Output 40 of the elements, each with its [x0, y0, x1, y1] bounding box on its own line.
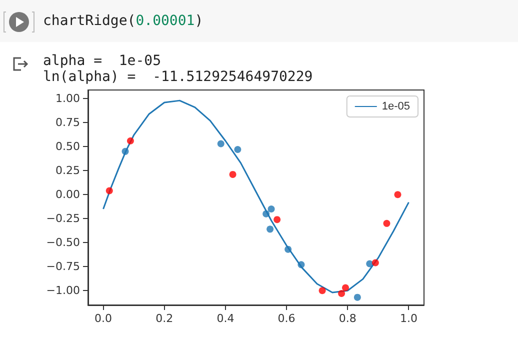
point	[229, 170, 236, 178]
x-tick-label: 0.0	[94, 312, 112, 325]
point	[372, 259, 379, 266]
y-tick-label: −0.50	[46, 236, 80, 250]
point	[106, 187, 113, 194]
point	[126, 137, 134, 144]
line-series	[102, 100, 410, 294]
point	[284, 246, 292, 253]
y-tick-label: 1.00	[56, 92, 80, 106]
y-tick-label: 0.25	[56, 164, 80, 178]
x-tick-label: 0.4	[216, 312, 234, 325]
y-tick-label: 0.50	[56, 140, 80, 154]
point	[298, 261, 305, 268]
y-tick-label: −0.75	[46, 260, 80, 274]
y-tick-label: 0.75	[56, 116, 80, 130]
x-tick-label: 0.6	[278, 312, 296, 325]
y-tick-label: −1.00	[46, 284, 80, 298]
text: alpha = 1e-05	[43, 53, 162, 69]
point	[122, 148, 129, 155]
y-tick-label: 0.00	[56, 188, 80, 202]
x-tick-label: 0.2	[156, 312, 174, 325]
point	[262, 210, 270, 218]
point	[274, 216, 281, 224]
point	[383, 220, 390, 227]
point	[318, 287, 326, 294]
point	[366, 260, 374, 268]
text: ln(alpha) = -11.512925464970229	[43, 69, 313, 85]
point	[394, 191, 402, 198]
point	[234, 146, 242, 154]
text: chartRidge(0.00001)	[43, 13, 204, 29]
y-tick-label: −0.25	[46, 212, 80, 226]
point	[217, 140, 224, 148]
point	[268, 206, 275, 213]
point	[354, 294, 361, 301]
point	[338, 290, 346, 297]
x-tick-label: 0.8	[338, 312, 356, 325]
point	[342, 284, 349, 292]
x-tick-label: 1.0	[400, 312, 418, 325]
legend-label: 1e-05	[382, 100, 410, 112]
point	[266, 226, 274, 233]
